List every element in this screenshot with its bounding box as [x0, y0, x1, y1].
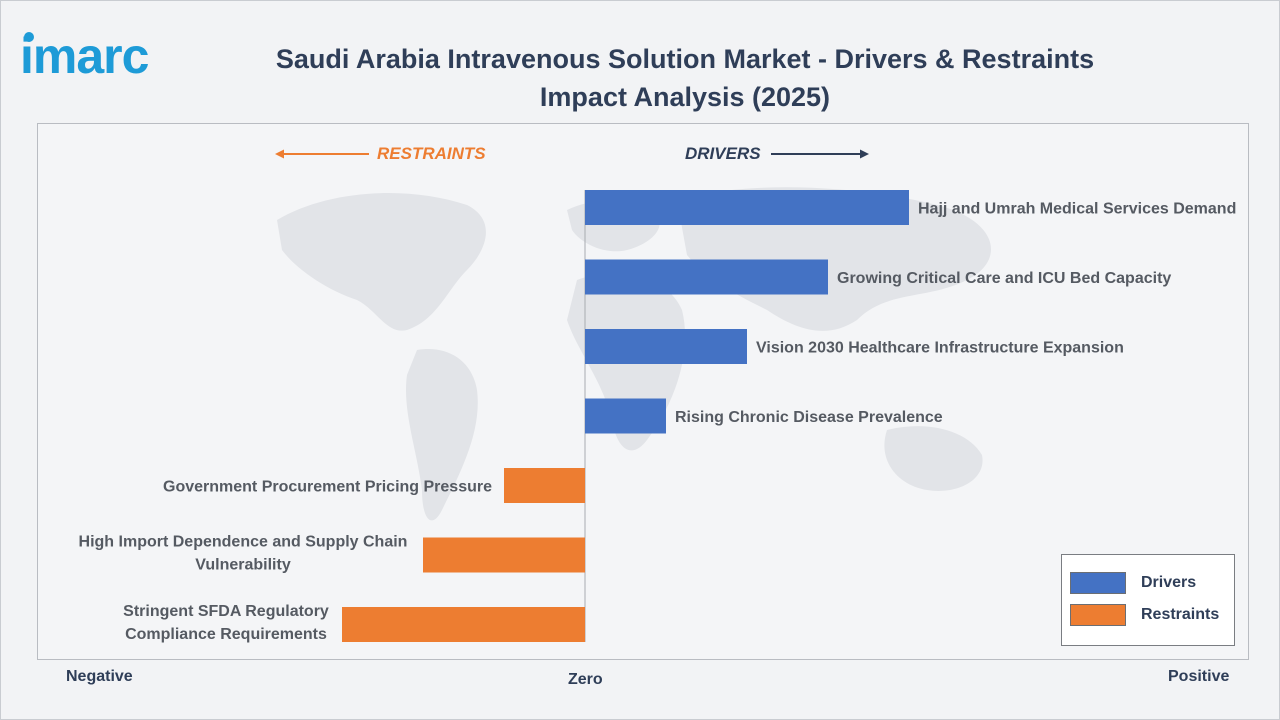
legend-label-drivers: Drivers: [1141, 574, 1197, 591]
zero-axis-label: Zero: [568, 671, 603, 688]
bar-label-4: Government Procurement Pricing Pressure: [163, 479, 492, 496]
imarc-logo: imarc: [20, 28, 150, 84]
bar-label-5: High Import Dependence and Supply Chain V…: [79, 534, 408, 574]
chart-title: Saudi Arabia Intravenous Solution Market…: [275, 44, 1095, 112]
bar-drivers-1: [585, 259, 828, 295]
drivers-arrow: [771, 149, 869, 159]
bar-label-6: Stringent SFDA Regulatory Compliance Requ…: [123, 603, 329, 643]
legend-item-drivers: Drivers: [1070, 570, 1196, 596]
chart-legend: Drivers Restraints: [1061, 554, 1235, 646]
bar-drivers-3: [585, 398, 666, 434]
legend-swatch-drivers: [1070, 572, 1126, 594]
bar-restraints-5: [423, 537, 585, 573]
restraints-arrow: [275, 149, 369, 159]
svg-text:imarc: imarc: [20, 28, 149, 84]
positive-axis-label: Positive: [1168, 668, 1230, 685]
bar-drivers-2: [585, 329, 747, 364]
legend-swatch-restraints: [1070, 604, 1126, 626]
bar-restraints-6: [342, 607, 585, 642]
negative-axis-label: Negative: [66, 668, 133, 685]
drivers-direction-label: DRIVERS: [685, 144, 761, 163]
bar-label-0: Hajj and Umrah Medical Services Demand: [918, 201, 1236, 218]
restraints-direction-label: RESTRAINTS: [377, 144, 486, 163]
bar-label-1: Growing Critical Care and ICU Bed Capaci…: [837, 270, 1171, 287]
bar-label-3: Rising Chronic Disease Prevalence: [675, 409, 943, 426]
legend-label-restraints: Restraints: [1141, 606, 1220, 623]
bar-drivers-0: [585, 190, 909, 225]
bar-label-2: Vision 2030 Healthcare Infrastructure Ex…: [756, 340, 1124, 357]
legend-item-restraints: Restraints: [1070, 602, 1219, 628]
bar-restraints-4: [504, 468, 585, 503]
